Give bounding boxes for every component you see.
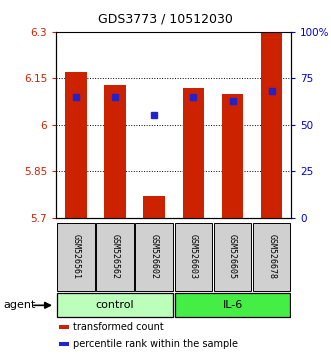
Bar <box>96 223 134 291</box>
Bar <box>222 94 243 218</box>
Text: GSM526562: GSM526562 <box>111 234 119 279</box>
Text: GSM526603: GSM526603 <box>189 234 198 279</box>
Text: GSM526678: GSM526678 <box>267 234 276 279</box>
Text: IL-6: IL-6 <box>222 300 243 310</box>
Text: GSM526561: GSM526561 <box>71 234 80 279</box>
Bar <box>253 223 291 291</box>
Bar <box>135 223 173 291</box>
Text: GDS3773 / 10512030: GDS3773 / 10512030 <box>98 12 233 25</box>
Bar <box>143 196 165 218</box>
Bar <box>261 32 282 218</box>
Bar <box>57 293 173 317</box>
Bar <box>174 293 291 317</box>
Bar <box>59 325 69 329</box>
Text: GSM526605: GSM526605 <box>228 234 237 279</box>
Text: agent: agent <box>3 300 36 310</box>
Text: percentile rank within the sample: percentile rank within the sample <box>73 339 238 349</box>
Bar <box>57 223 95 291</box>
Text: GSM526602: GSM526602 <box>150 234 159 279</box>
Bar <box>174 223 212 291</box>
Bar <box>183 88 204 218</box>
Bar <box>59 342 69 346</box>
Bar <box>65 72 87 218</box>
Bar <box>214 223 251 291</box>
Bar <box>104 85 126 218</box>
Text: transformed count: transformed count <box>73 322 164 332</box>
Text: control: control <box>96 300 134 310</box>
